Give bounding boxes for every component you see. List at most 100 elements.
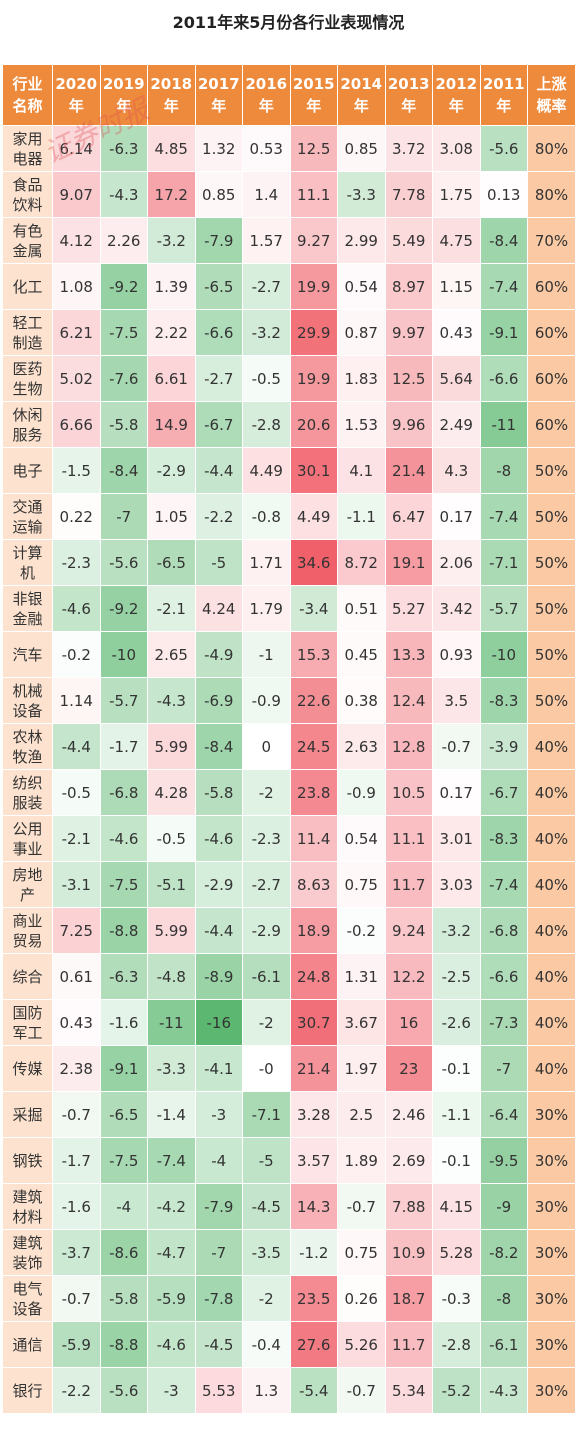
probability-cell: 30% — [527, 1137, 576, 1184]
value-cell: 20.6 — [289, 401, 338, 448]
probability-cell: 40% — [527, 907, 576, 954]
value-cell: -8.4 — [479, 217, 528, 264]
value-cell: 21.4 — [289, 1045, 338, 1092]
value-cell: -4.4 — [52, 723, 101, 770]
table-row: 钢铁 -1.7 -7.5 -7.4 -4 -5 3.57 1.89 2.69 -0.1 -9.5 30… — [2, 1137, 576, 1184]
value-cell: -5.9 — [52, 1321, 101, 1368]
value-cell: 2.38 — [52, 1045, 101, 1092]
value-cell: 5.34 — [384, 1367, 433, 1414]
value-cell: 6.66 — [52, 401, 101, 448]
industry-name-cell: 医药 生物 — [2, 355, 53, 402]
value-cell: 30.7 — [289, 999, 338, 1046]
header-year: 2016 年 — [242, 64, 291, 126]
value-cell: -7.5 — [99, 861, 148, 908]
value-cell: -5.2 — [432, 1367, 481, 1414]
table-row: 交通 运输 0.22 -7 1.05 -2.2 -0.8 4.49 -1.1 6.47 0.17 -7… — [2, 493, 576, 540]
value-cell: -5.6 — [99, 1367, 148, 1414]
value-cell: -8.4 — [99, 447, 148, 494]
value-cell: 5.99 — [147, 907, 196, 954]
value-cell: 4.15 — [432, 1183, 481, 1230]
value-cell: -6.9 — [194, 677, 243, 724]
value-cell: -7 — [194, 1229, 243, 1276]
value-cell: -4.1 — [194, 1045, 243, 1092]
header-year: 2012 年 — [432, 64, 481, 126]
value-cell: -1.1 — [337, 493, 386, 540]
value-cell: -7.4 — [479, 263, 528, 310]
value-cell: -4.6 — [52, 585, 101, 632]
value-cell: 21.4 — [384, 447, 433, 494]
value-cell: -6.7 — [479, 769, 528, 816]
value-cell: -9.5 — [479, 1137, 528, 1184]
table-row: 电气 设备 -0.7 -5.8 -5.9 -7.8 -2 23.5 0.26 18.7 -0.3 -8… — [2, 1275, 576, 1322]
value-cell: -3.1 — [52, 861, 101, 908]
value-cell: -5 — [194, 539, 243, 586]
value-cell: 0.38 — [337, 677, 386, 724]
value-cell: -0.5 — [242, 355, 291, 402]
table-row: 电子 -1.5 -8.4 -2.9 -4.4 4.49 30.1 4.1 21.4 4.3 -8 50… — [2, 447, 576, 494]
industry-name-cell: 钢铁 — [2, 1137, 53, 1184]
value-cell: 11.7 — [384, 861, 433, 908]
header-year: 2019 年 — [99, 64, 148, 126]
probability-cell: 40% — [527, 815, 576, 862]
value-cell: 2.65 — [147, 631, 196, 678]
value-cell: 3.72 — [384, 125, 433, 172]
value-cell: 0.43 — [432, 309, 481, 356]
value-cell: 0.22 — [52, 493, 101, 540]
table-row: 采掘 -0.7 -6.5 -1.4 -3 -7.1 3.28 2.5 2.46 -1.1 -6.4 3… — [2, 1091, 576, 1138]
probability-cell: 40% — [527, 953, 576, 1000]
value-cell: 4.28 — [147, 769, 196, 816]
value-cell: 23.5 — [289, 1275, 338, 1322]
value-cell: -0.7 — [52, 1275, 101, 1322]
value-cell: -7 — [99, 493, 148, 540]
table-row: 国防 军工 0.43 -1.6 -11 -16 -2 30.7 3.67 16 -2.6 -7.3 40… — [2, 999, 576, 1046]
value-cell: -5.9 — [147, 1275, 196, 1322]
value-cell: -4.3 — [99, 171, 148, 218]
value-cell: -6.6 — [479, 355, 528, 402]
industry-name-cell: 家用 电器 — [2, 125, 53, 172]
value-cell: 6.21 — [52, 309, 101, 356]
value-cell: -4.2 — [147, 1183, 196, 1230]
value-cell: 10.5 — [384, 769, 433, 816]
value-cell: -4.3 — [479, 1367, 528, 1414]
value-cell: -2.2 — [194, 493, 243, 540]
value-cell: -7.6 — [99, 355, 148, 402]
value-cell: -10 — [479, 631, 528, 678]
value-cell: -0.7 — [337, 1367, 386, 1414]
value-cell: 0.17 — [432, 769, 481, 816]
table-row: 建筑 材料 -1.6 -4 -4.2 -7.9 -4.5 14.3 -0.7 7.88 4.15 -9… — [2, 1183, 576, 1230]
value-cell: -1 — [242, 631, 291, 678]
value-cell: -3.5 — [242, 1229, 291, 1276]
probability-cell: 50% — [527, 585, 576, 632]
value-cell: 17.2 — [147, 171, 196, 218]
table-row: 建筑 装饰 -3.7 -8.6 -4.7 -7 -3.5 -1.2 0.75 10.9 5.28 -8… — [2, 1229, 576, 1276]
value-cell: 1.79 — [242, 585, 291, 632]
value-cell: 10.9 — [384, 1229, 433, 1276]
value-cell: 5.02 — [52, 355, 101, 402]
industry-name-cell: 电子 — [2, 447, 53, 494]
value-cell: -8.8 — [99, 907, 148, 954]
value-cell: -11 — [479, 401, 528, 448]
probability-cell: 40% — [527, 769, 576, 816]
value-cell: -1.6 — [99, 999, 148, 1046]
value-cell: 1.4 — [242, 171, 291, 218]
table-body: 家用 电器 6.14 -6.3 4.85 1.32 0.53 12.5 0.85 3.72 3.08… — [2, 125, 576, 1414]
probability-cell: 40% — [527, 861, 576, 908]
value-cell: 2.06 — [432, 539, 481, 586]
value-cell: 1.31 — [337, 953, 386, 1000]
probability-cell: 30% — [527, 1229, 576, 1276]
value-cell: 0.75 — [337, 1229, 386, 1276]
industry-name-cell: 休闲 服务 — [2, 401, 53, 448]
value-cell: -8.2 — [479, 1229, 528, 1276]
value-cell: 1.89 — [337, 1137, 386, 1184]
value-cell: -5.7 — [99, 677, 148, 724]
header-year: 2014 年 — [337, 64, 386, 126]
header-industry-name: 行业 名称 — [2, 64, 53, 126]
value-cell: 5.28 — [432, 1229, 481, 1276]
value-cell: -2 — [242, 999, 291, 1046]
value-cell: 2.99 — [337, 217, 386, 264]
value-cell: -2.7 — [194, 355, 243, 402]
value-cell: 0.85 — [194, 171, 243, 218]
value-cell: 11.7 — [384, 1321, 433, 1368]
value-cell: -0.7 — [432, 723, 481, 770]
value-cell: 8.97 — [384, 263, 433, 310]
